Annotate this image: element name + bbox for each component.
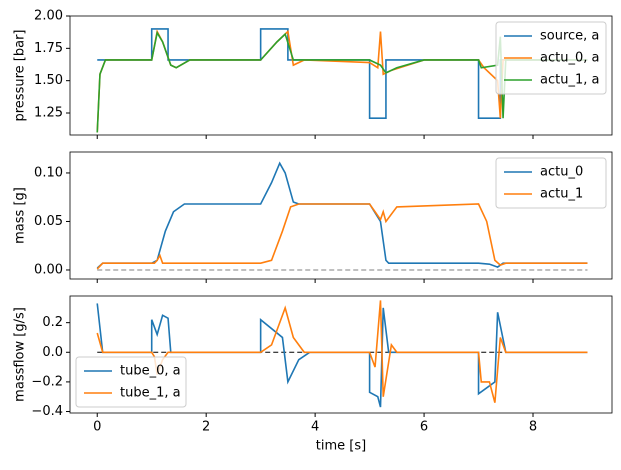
y-tick-label: 2.00 (34, 9, 63, 24)
legend-label: actu_1 (540, 187, 583, 202)
y-tick-label: −0.4 (31, 404, 63, 419)
data-line (96, 303, 588, 408)
legend-label: tube_0, a (120, 364, 181, 379)
axes-frame (69, 295, 613, 414)
y-tick-label: 1.50 (34, 73, 63, 88)
data-line (96, 161, 588, 269)
y-tick-label: 1.25 (34, 106, 63, 121)
legend-label: actu_0, a (540, 51, 599, 66)
legend-label: actu_0 (540, 165, 583, 180)
x-tick-label: 6 (420, 420, 428, 435)
x-tick-label: 4 (311, 420, 319, 435)
data-line (96, 30, 588, 133)
panel: 0.00 0.05 0.10 mass [g] actu_0 actu_1 (13, 151, 613, 283)
y-axis-label: massflow [g/s] (13, 307, 28, 402)
legend-label: tube_1, a (120, 386, 181, 401)
y-tick-label: 0.0 (42, 345, 63, 360)
y-tick-label: −0.2 (31, 374, 63, 389)
legend-box (495, 157, 607, 209)
panel: −0.4 −0.2 0.0 0.2 0 2 4 6 8 time [s] massflow [g/s… (13, 295, 613, 454)
y-tick-label: 0.05 (34, 214, 63, 229)
legend: tube_0, a tube_1, a (75, 356, 187, 408)
y-axis-label: pressure [bar] (13, 30, 28, 122)
legend: actu_0 actu_1 (495, 157, 607, 209)
x-tick-label: 8 (529, 420, 537, 435)
legend-label: actu_1, a (540, 73, 599, 88)
panel: 1.25 1.50 1.75 2.00 pressure [bar] source, a a… (13, 9, 613, 139)
legend-box (495, 21, 607, 95)
axes-frame (69, 151, 613, 280)
legend-box (75, 356, 187, 408)
y-axis-label: mass [g] (13, 187, 28, 244)
axes-frame (69, 15, 613, 136)
y-tick-label: 1.75 (34, 41, 63, 56)
y-tick-label: 0.00 (34, 262, 63, 277)
x-tick-label: 0 (93, 420, 101, 435)
y-tick-label: 0.2 (42, 315, 63, 330)
legend-label: source, a (540, 29, 599, 44)
data-line (96, 203, 588, 270)
x-axis-label: time [s] (316, 439, 366, 454)
y-tick-label: 0.10 (34, 165, 63, 180)
legend: source, a actu_0, a actu_1, a (495, 21, 607, 95)
x-tick-label: 2 (202, 420, 210, 435)
